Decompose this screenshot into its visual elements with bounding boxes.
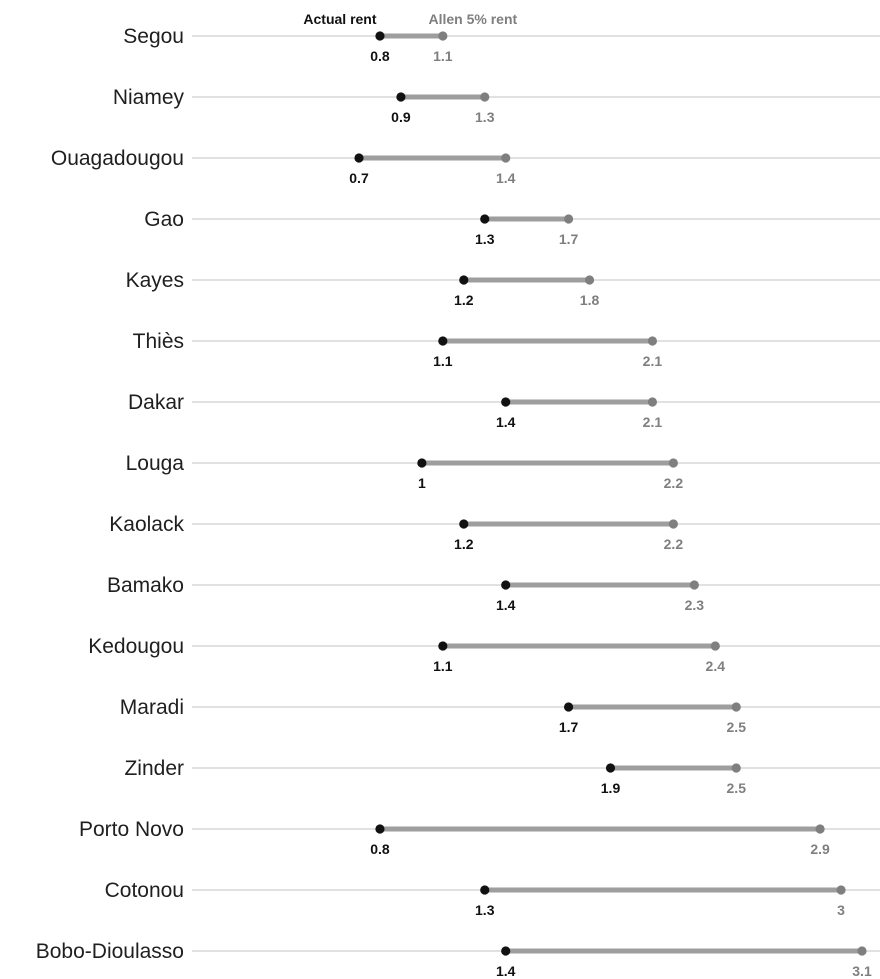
city-label: Segou xyxy=(123,25,184,48)
actual-rent-point xyxy=(396,92,406,102)
allen-rent-value: 1.1 xyxy=(433,48,453,64)
city-label: Gao xyxy=(144,208,184,231)
city-label: Ouagadougou xyxy=(51,147,184,170)
actual-rent-point xyxy=(438,336,448,346)
actual-rent-point xyxy=(501,397,511,407)
actual-rent-value: 1.4 xyxy=(496,963,516,979)
actual-rent-value: 1.3 xyxy=(475,902,495,918)
actual-rent-value: 1.2 xyxy=(454,536,474,552)
actual-rent-value: 1.7 xyxy=(559,719,579,735)
allen-rent-point xyxy=(710,641,720,651)
actual-rent-value: 1.1 xyxy=(433,658,453,674)
allen-rent-value: 2.1 xyxy=(643,414,663,430)
allen-rent-point xyxy=(647,336,658,346)
actual-rent-value: 1.2 xyxy=(454,292,474,308)
actual-rent-value: 1.4 xyxy=(496,597,516,613)
allen-rent-point xyxy=(501,153,511,163)
allen-rent-point xyxy=(438,31,448,41)
actual-rent-point xyxy=(480,885,490,895)
allen-rent-value: 2.2 xyxy=(664,475,684,491)
actual-rent-point xyxy=(375,824,385,834)
allen-rent-value: 3.1 xyxy=(852,963,872,979)
city-label: Bamako xyxy=(107,574,184,597)
actual-rent-point xyxy=(501,946,511,956)
actual-rent-value: 1 xyxy=(418,475,426,491)
legend-allen-label: Allen 5% rent xyxy=(428,11,517,27)
city-label: Kaolack xyxy=(109,513,184,536)
actual-rent-value: 0.8 xyxy=(370,841,390,857)
allen-rent-value: 1.4 xyxy=(496,170,516,186)
allen-rent-point xyxy=(836,885,846,895)
legend-actual-label: Actual rent xyxy=(303,11,376,27)
segments xyxy=(359,33,862,954)
actual-rent-value: 0.7 xyxy=(349,170,369,186)
city-label: Bobo-Dioulasso xyxy=(36,940,184,963)
allen-rent-value: 1.8 xyxy=(580,292,600,308)
allen-rent-point xyxy=(668,458,678,468)
allen-rent-value: 2.2 xyxy=(664,536,684,552)
actual-rent-value: 1.3 xyxy=(475,231,495,247)
allen-rent-point xyxy=(857,946,867,956)
city-label: Cotonou xyxy=(105,879,184,902)
actual-rent-point xyxy=(480,214,490,224)
actual-rent-point xyxy=(354,153,364,163)
points xyxy=(354,31,867,956)
actual-rent-point xyxy=(563,702,574,712)
actual-rent-value: 0.9 xyxy=(391,109,411,125)
actual-rent-point xyxy=(605,763,616,773)
actual-rent-point xyxy=(459,275,469,285)
city-label: Zinder xyxy=(124,757,184,780)
gridlines xyxy=(192,35,880,952)
city-label: Maradi xyxy=(120,696,184,719)
allen-rent-point xyxy=(815,824,825,834)
actual-rent-value: 1.1 xyxy=(433,353,453,369)
allen-rent-value: 2.9 xyxy=(810,841,830,857)
city-label: Niamey xyxy=(113,86,185,109)
actual-rent-point xyxy=(417,458,427,468)
allen-rent-value: 1.7 xyxy=(559,231,579,247)
allen-rent-value: 2.5 xyxy=(727,719,747,735)
legend: Actual rent Allen 5% rent xyxy=(303,11,517,27)
city-label: Thiès xyxy=(133,330,184,353)
city-label: Dakar xyxy=(128,391,184,414)
city-label: Kayes xyxy=(126,269,184,292)
allen-rent-point xyxy=(563,214,574,224)
actual-rent-value: 1.4 xyxy=(496,414,516,430)
actual-rent-value: 0.8 xyxy=(370,48,390,64)
actual-rent-point xyxy=(375,31,385,41)
allen-rent-value: 3 xyxy=(837,902,845,918)
allen-rent-value: 2.3 xyxy=(685,597,705,613)
allen-rent-point xyxy=(584,275,595,285)
actual-rent-point xyxy=(438,641,448,651)
city-label: Kedougou xyxy=(88,635,184,658)
labels: Segou 0.8 1.1 Niamey 0.9 1.3 Ouagadougou 0.7 1.4… xyxy=(36,25,872,979)
allen-rent-point xyxy=(480,92,490,102)
allen-rent-point xyxy=(668,519,678,529)
allen-rent-point xyxy=(731,763,741,773)
actual-rent-value: 1.9 xyxy=(601,780,621,796)
allen-rent-value: 2.1 xyxy=(643,353,663,369)
allen-rent-value: 1.3 xyxy=(475,109,495,125)
actual-rent-point xyxy=(459,519,469,529)
actual-rent-point xyxy=(501,580,511,590)
allen-rent-value: 2.5 xyxy=(727,780,747,796)
city-label: Porto Novo xyxy=(79,818,184,841)
allen-rent-point xyxy=(731,702,741,712)
city-label: Louga xyxy=(126,452,185,475)
allen-rent-point xyxy=(689,580,699,590)
allen-rent-point xyxy=(647,397,658,407)
allen-rent-value: 2.4 xyxy=(706,658,726,674)
